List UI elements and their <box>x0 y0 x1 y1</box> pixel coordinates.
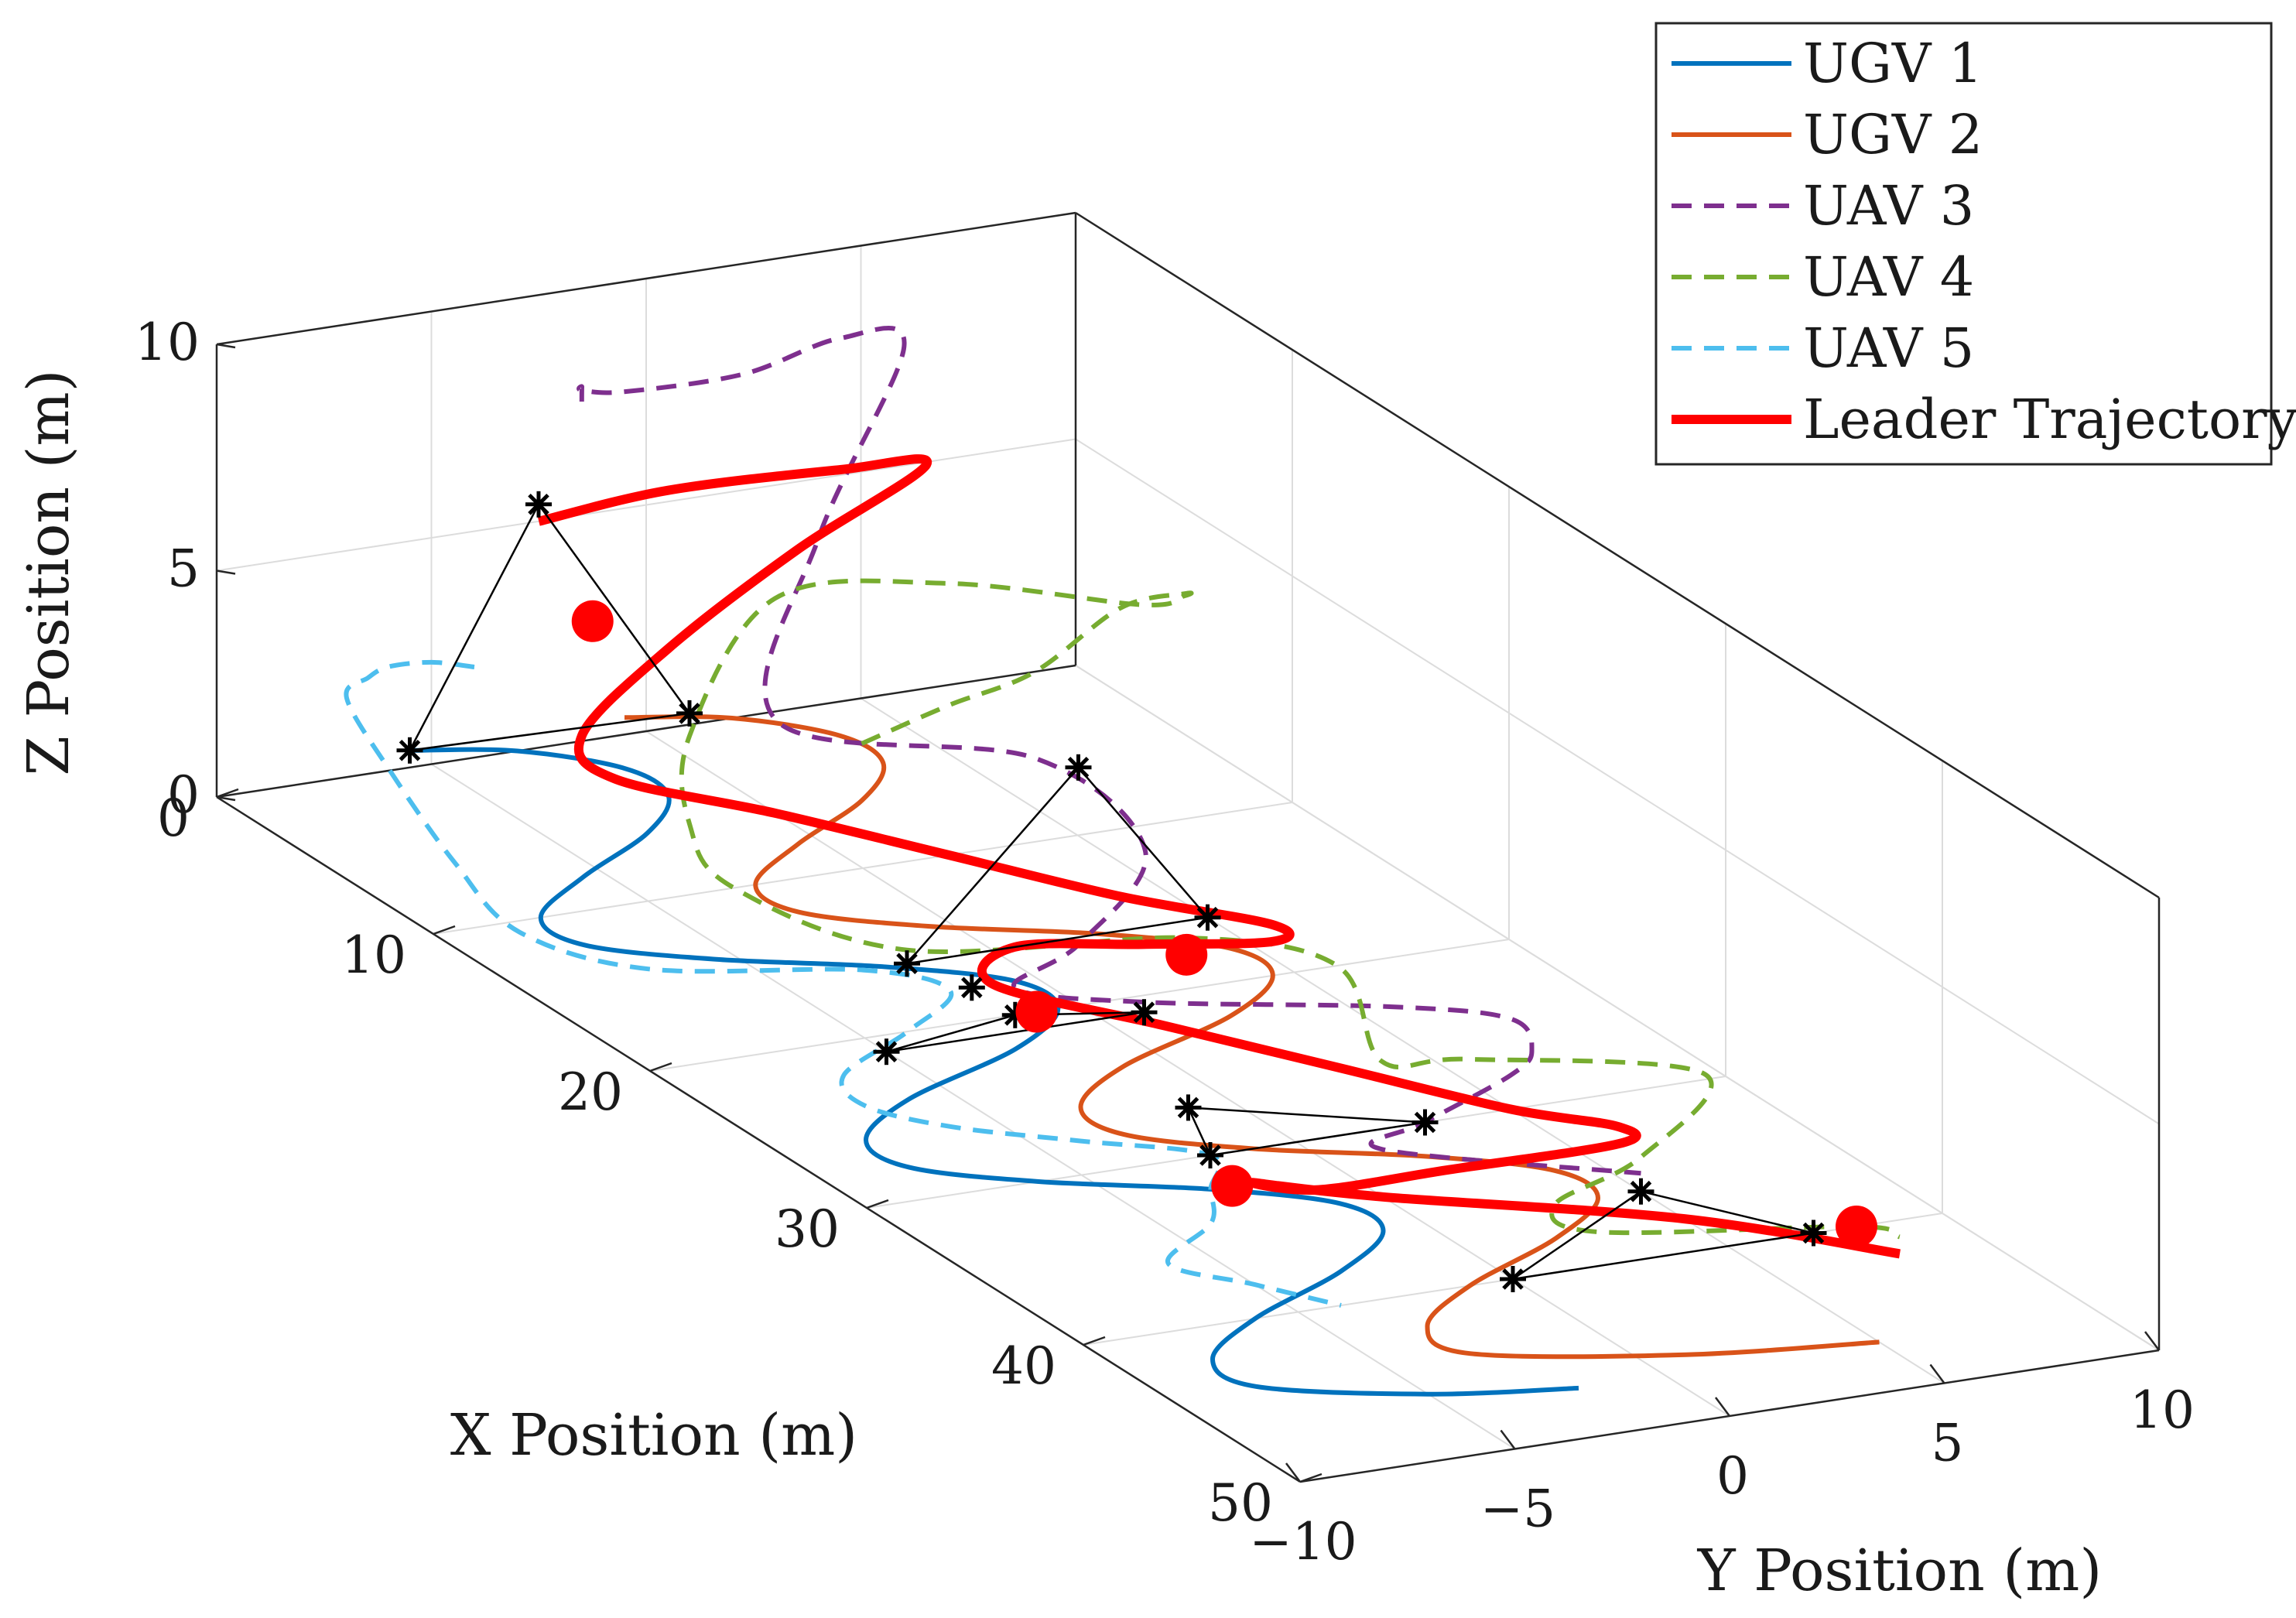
formation-triangle <box>886 1011 1145 1053</box>
agent-marker <box>894 950 920 977</box>
series-line-ugv-1 <box>409 747 1579 1397</box>
series-line-uav-4 <box>679 578 1901 1240</box>
x-tick-mark <box>649 1062 672 1072</box>
z-axis-label: Z Position (m) <box>15 370 82 776</box>
y-tick-mark <box>1715 1397 1730 1417</box>
agent-marker <box>396 737 423 764</box>
x-tick-mark <box>433 925 456 936</box>
formation-triangle <box>408 502 692 752</box>
leader-marker <box>1015 990 1058 1033</box>
x-tick-label: 50 <box>1208 1473 1273 1533</box>
x-tick-label: 10 <box>341 925 406 985</box>
legend-box <box>1654 22 2273 466</box>
agent-marker <box>676 700 703 727</box>
data-markers <box>396 491 1877 1292</box>
y-tick-mark <box>2144 1331 2160 1351</box>
legend-label: Leader Trajectory <box>1803 388 2296 451</box>
agent-marker <box>1131 999 1158 1026</box>
legend-label: UAV 3 <box>1803 174 1974 238</box>
agent-marker <box>1175 1094 1202 1121</box>
z-tick-label: 10 <box>135 313 200 372</box>
grid-line-z-sidewall <box>216 438 1076 572</box>
legend-label: UGV 2 <box>1803 103 1983 166</box>
y-tick-label: 5 <box>1932 1414 1964 1473</box>
agent-marker <box>958 974 985 1001</box>
formation-triangle <box>1512 1190 1814 1281</box>
agent-marker <box>1627 1178 1654 1205</box>
grid-line-y-floor <box>645 730 1730 1417</box>
tick-labels: 0 10 20 30 40 50−10 −5 0 5 10 0 5 10 <box>135 313 2195 1572</box>
x-axis-line <box>216 795 1301 1483</box>
agent-marker <box>1800 1219 1827 1247</box>
legend-label: UAV 4 <box>1803 245 1974 309</box>
z-tick-mark <box>216 795 236 802</box>
agent-marker <box>873 1038 900 1066</box>
z-tick-label: 5 <box>167 539 200 599</box>
x-tick-label: 20 <box>558 1062 623 1122</box>
axes-box <box>215 211 2161 1483</box>
z-tick-mark <box>216 343 236 349</box>
leader-marker <box>1165 933 1208 976</box>
series-line-ugv-2 <box>624 714 1880 1360</box>
grid-line-z-backwall <box>1075 438 2160 1125</box>
series-line-leader-trajectory <box>537 454 1901 1259</box>
y-tick-mark <box>1500 1429 1516 1450</box>
series-line-uav-3 <box>577 325 1641 1176</box>
grid-line-y-floor <box>430 763 1516 1450</box>
x-tick-mark <box>866 1199 889 1209</box>
y-tick-mark <box>1929 1363 1945 1384</box>
y-tick-label: −10 <box>1249 1512 1357 1572</box>
agent-marker <box>1065 754 1092 781</box>
x-axis-label: X Position (m) <box>450 1402 857 1469</box>
box-edge <box>216 211 1076 346</box>
grid-line-y-floor <box>860 697 1945 1384</box>
agent-marker <box>1500 1266 1526 1292</box>
leader-marker <box>1836 1206 1877 1247</box>
series-line-uav-5 <box>344 659 1342 1308</box>
y-tick-mark <box>1285 1462 1301 1483</box>
agent-marker <box>525 491 552 518</box>
x-tick-mark <box>216 788 239 799</box>
x-tick-mark <box>1299 1473 1323 1483</box>
agent-marker <box>1411 1109 1439 1136</box>
legend-label: UAV 5 <box>1803 316 1974 380</box>
y-tick-label: 10 <box>2130 1380 2195 1440</box>
x-tick-mark <box>1083 1336 1106 1346</box>
box-edge <box>1075 211 2160 899</box>
leader-marker <box>571 600 614 642</box>
formation-triangles <box>408 502 1814 1281</box>
x-tick-label: 0 <box>157 788 190 848</box>
axis-labels: X Position (m) Y Position (m) Z Position… <box>15 370 2102 1604</box>
agent-marker <box>1194 904 1221 931</box>
box-edge <box>216 664 1076 799</box>
z-tick-mark <box>216 570 236 575</box>
leader-marker <box>1211 1165 1254 1207</box>
agent-marker <box>1197 1142 1223 1168</box>
z-tick-label: 0 <box>167 765 200 825</box>
legend-label: UGV 1 <box>1803 32 1983 95</box>
x-tick-label: 40 <box>991 1336 1056 1396</box>
y-tick-label: −5 <box>1480 1479 1555 1539</box>
legend: UGV 1 UGV 2 UAV 3 UAV 4 UAV 5 Leader Trajecto… <box>1654 22 2296 466</box>
formation-triangle <box>1186 1107 1425 1157</box>
formation-triangle <box>904 765 1210 965</box>
y-axis-label: Y Position (m) <box>1697 1538 2102 1604</box>
data-series <box>344 325 1901 1397</box>
grid-line-z-backwall <box>1075 665 2160 1351</box>
y-tick-label: 0 <box>1716 1446 1749 1506</box>
x-tick-label: 30 <box>775 1199 840 1259</box>
